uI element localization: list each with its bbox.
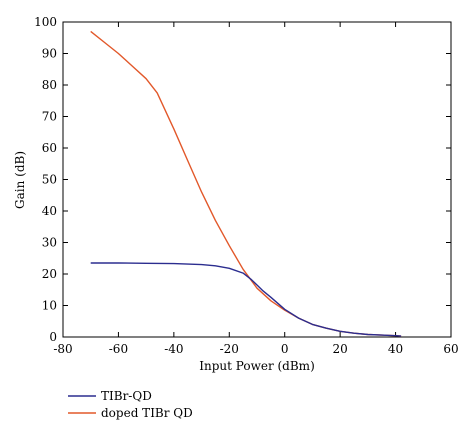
legend-label-0: TIBr-QD [101, 389, 152, 403]
y-tick-label-6: 60 [42, 141, 57, 155]
x-tick-label-2: -40 [164, 342, 183, 356]
y-tick-label-1: 10 [42, 299, 57, 313]
x-tick-label-5: 20 [333, 342, 348, 356]
x-axis: -80 -60 -40 -20 0 20 40 60 [53, 22, 459, 356]
x-tick-label-7: 60 [443, 342, 458, 356]
x-tick-label-4: 0 [281, 342, 289, 356]
x-tick-label-1: -60 [109, 342, 128, 356]
legend: TIBr-QD doped TIBr QD [68, 389, 193, 420]
x-axis-title: Input Power (dBm) [199, 359, 315, 373]
y-axis: 0 10 20 30 40 50 60 70 80 90 100 [34, 15, 451, 344]
series-layer [90, 30, 402, 337]
y-tick-label-3: 30 [42, 236, 57, 250]
y-tick-label-10: 100 [34, 15, 57, 29]
y-tick-label-7: 70 [42, 110, 57, 124]
x-tick-label-0: -80 [53, 342, 72, 356]
plot-frame [62, 21, 452, 338]
y-tick-label-0: 0 [49, 330, 57, 344]
legend-label-1: doped TIBr QD [101, 406, 193, 420]
y-axis-title: Gain (dB) [13, 151, 27, 209]
series-line-tibr-qd [90, 262, 402, 337]
x-tick-label-6: 40 [388, 342, 403, 356]
series-line-doped-tibr-qd [90, 30, 402, 337]
y-tick-label-2: 20 [42, 267, 57, 281]
y-tick-label-5: 50 [42, 173, 57, 187]
y-tick-label-4: 40 [42, 204, 57, 218]
y-tick-label-9: 90 [42, 47, 57, 61]
y-tick-label-8: 80 [42, 78, 57, 92]
x-tick-label-3: -20 [220, 342, 239, 356]
